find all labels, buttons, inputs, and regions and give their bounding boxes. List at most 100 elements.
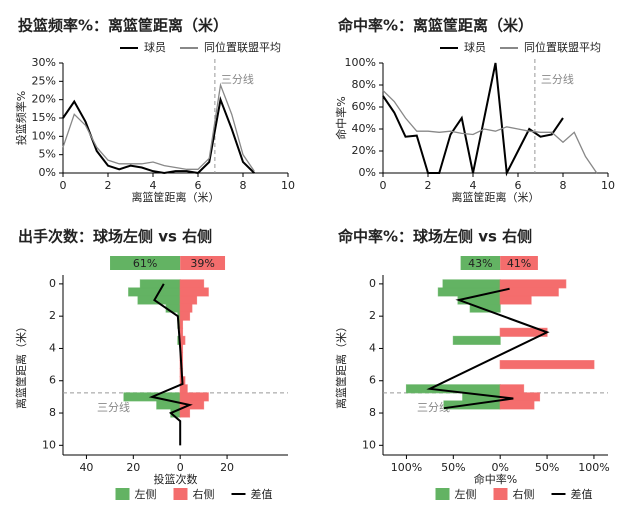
legend-label: 同位置联盟平均 — [524, 40, 601, 54]
legend-swatch — [173, 488, 188, 500]
chart-title: 投篮频率%：离篮筐距离（米） — [18, 17, 228, 35]
chart-panel: 命中率%：离篮筐距离（米）0 2 4 6 8 100%20%40%60%80%100%离篮… — [334, 17, 615, 205]
legend-label: 球员 — [464, 40, 486, 54]
x-axis-label: 命中率% — [474, 472, 517, 486]
x-axis-label: 投篮次数 — [154, 472, 198, 486]
bar — [179, 311, 191, 321]
x-tick-label: 8 — [240, 179, 247, 192]
share-label: 43% — [468, 257, 492, 270]
y-tick-label: 4 — [369, 341, 376, 354]
x-tick-label: 40 — [79, 461, 93, 474]
chart-title: 命中率%：球场左侧 vs 右侧 — [337, 228, 532, 246]
x-tick-label: 10 — [281, 179, 295, 192]
share-label: 61% — [133, 257, 157, 270]
y-axis-label: 离篮筐距离（米） — [14, 321, 28, 409]
x-tick-label: 100% — [578, 461, 609, 474]
y-tick-label: 20% — [352, 144, 376, 157]
series-line — [62, 82, 255, 172]
chart-panel: 投篮频率%：离篮筐距离（米） 0 2 4 6 8 10 0% 5% 10% 15% 20% 25% 30%… — [14, 17, 295, 205]
bar — [179, 279, 205, 289]
bar — [499, 400, 535, 410]
legend-swatch — [115, 488, 130, 500]
y-tick-label: 15% — [32, 111, 56, 124]
bar — [499, 384, 525, 394]
y-tick-label: 40% — [352, 122, 376, 135]
bar — [179, 295, 198, 305]
y-tick-label: 60% — [352, 100, 376, 113]
x-tick-label: 0 — [60, 179, 67, 192]
series-line — [382, 90, 598, 174]
y-tick-label: 100% — [345, 56, 376, 69]
bar — [179, 392, 209, 402]
x-tick-label: 2 — [425, 179, 432, 192]
legend-label: 同位置联盟平均 — [204, 40, 281, 54]
y-tick-label: 10 — [362, 438, 376, 451]
legend-label: 球员 — [144, 40, 166, 54]
y-tick-label: 5% — [39, 148, 56, 161]
bar — [179, 319, 184, 329]
bar — [499, 279, 567, 289]
share-bar — [110, 256, 181, 270]
y-tick-label: 8 — [49, 406, 56, 419]
bar — [179, 335, 186, 345]
y-tick-label: 8 — [369, 406, 376, 419]
difference-line — [426, 287, 550, 410]
x-tick-label: 50% — [441, 461, 465, 474]
y-tick-label: 2 — [369, 309, 376, 322]
x-tick-label: 8 — [560, 179, 567, 192]
legend-label: 右侧 — [193, 487, 215, 501]
x-tick-label: 6 — [195, 179, 202, 192]
x-axis-label: 离篮筐距离（米） — [452, 190, 540, 204]
bar — [452, 335, 501, 345]
chart-title: 出手次数：球场左侧 vs 右侧 — [18, 228, 212, 246]
annotation: 三分线 — [97, 400, 130, 414]
legend-swatch — [493, 488, 508, 500]
chart-panel: 出手次数：球场左侧 vs 右侧 40 20 0 20 0 2 4 6 8 10 投篮次数 离篮筐距离（米… — [14, 228, 288, 501]
x-tick-label: 2 — [105, 179, 112, 192]
bar — [179, 384, 188, 394]
annotation: 三分线 — [417, 400, 450, 414]
bar — [179, 408, 191, 418]
y-tick-label: 0% — [39, 166, 56, 179]
y-tick-label: 2 — [49, 309, 56, 322]
x-tick-label: 50% — [535, 461, 559, 474]
y-tick-label: 10% — [32, 129, 56, 142]
legend-label: 右侧 — [513, 487, 535, 501]
y-axis-label: 投篮频率% — [14, 91, 28, 145]
y-tick-label: 25% — [32, 74, 56, 87]
x-tick-label: 4 — [470, 179, 477, 192]
x-tick-label: 0 — [380, 179, 387, 192]
share-bar — [500, 256, 538, 270]
bar — [179, 303, 193, 313]
y-axis-label: 命中率% — [334, 96, 348, 139]
bar — [165, 303, 181, 313]
y-tick-label: 20% — [32, 93, 56, 106]
y-tick-label: 0 — [49, 277, 56, 290]
annotation: 三分线 — [221, 72, 254, 86]
y-tick-label: 80% — [352, 78, 376, 91]
share-bar — [460, 256, 501, 270]
legend-label: 左侧 — [135, 488, 157, 501]
legend-swatch — [435, 488, 450, 500]
x-tick-label: 20 — [126, 461, 140, 474]
share-label: 39% — [190, 257, 214, 270]
bar — [179, 287, 209, 297]
x-tick-label: 4 — [150, 179, 157, 192]
bar — [179, 327, 184, 337]
x-tick-label: 6 — [515, 179, 522, 192]
bar — [499, 360, 595, 370]
x-tick-label: 0% — [491, 461, 508, 474]
x-axis-label: 离篮筐距离（米） — [132, 190, 220, 204]
y-axis-label: 离篮筐距离（米） — [334, 321, 348, 409]
bar — [139, 279, 181, 289]
x-tick-label: 20 — [220, 461, 234, 474]
chart-panel: 命中率%：球场左侧 vs 右侧 100% 50% 0% 50% 100% 0 2 4 6 8 10 命中… — [334, 228, 610, 502]
y-tick-label: 6 — [369, 374, 376, 387]
series-line — [382, 62, 564, 177]
series-line — [62, 95, 255, 175]
x-tick-label: 0 — [177, 461, 184, 474]
bar — [442, 279, 501, 289]
legend-label: 差值 — [251, 487, 273, 501]
y-tick-label: 0% — [359, 166, 376, 179]
